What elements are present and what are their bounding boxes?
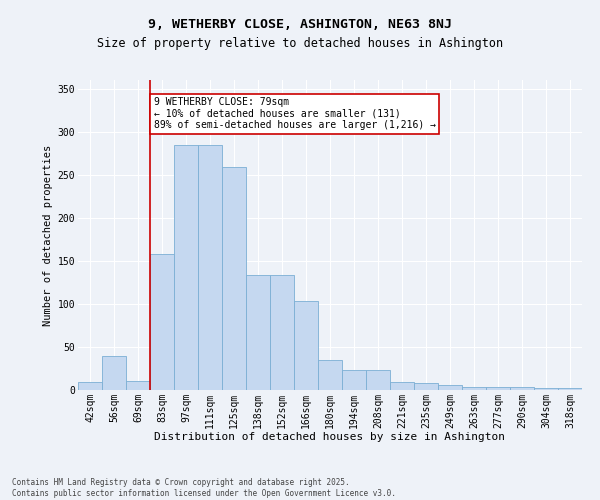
- Bar: [486, 386, 510, 390]
- Bar: [270, 274, 294, 390]
- Bar: [222, 167, 246, 390]
- Bar: [78, 382, 102, 390]
- Text: Size of property relative to detached houses in Ashington: Size of property relative to detached ho…: [97, 38, 503, 51]
- Bar: [510, 388, 534, 390]
- Text: 9 WETHERBY CLOSE: 79sqm
← 10% of detached houses are smaller (131)
89% of semi-d: 9 WETHERBY CLOSE: 79sqm ← 10% of detache…: [154, 97, 436, 130]
- Y-axis label: Number of detached properties: Number of detached properties: [43, 144, 53, 326]
- Text: 9, WETHERBY CLOSE, ASHINGTON, NE63 8NJ: 9, WETHERBY CLOSE, ASHINGTON, NE63 8NJ: [148, 18, 452, 30]
- Text: Contains HM Land Registry data © Crown copyright and database right 2025.
Contai: Contains HM Land Registry data © Crown c…: [12, 478, 396, 498]
- X-axis label: Distribution of detached houses by size in Ashington: Distribution of detached houses by size …: [155, 432, 505, 442]
- Bar: [174, 144, 198, 390]
- Bar: [390, 382, 414, 390]
- Bar: [366, 370, 390, 390]
- Bar: [150, 254, 174, 390]
- Bar: [246, 274, 270, 390]
- Bar: [558, 388, 582, 390]
- Bar: [198, 144, 222, 390]
- Bar: [318, 360, 342, 390]
- Bar: [342, 370, 366, 390]
- Bar: [534, 388, 558, 390]
- Bar: [438, 385, 462, 390]
- Bar: [102, 356, 126, 390]
- Bar: [414, 383, 438, 390]
- Bar: [126, 382, 150, 390]
- Bar: [462, 386, 486, 390]
- Bar: [294, 302, 318, 390]
